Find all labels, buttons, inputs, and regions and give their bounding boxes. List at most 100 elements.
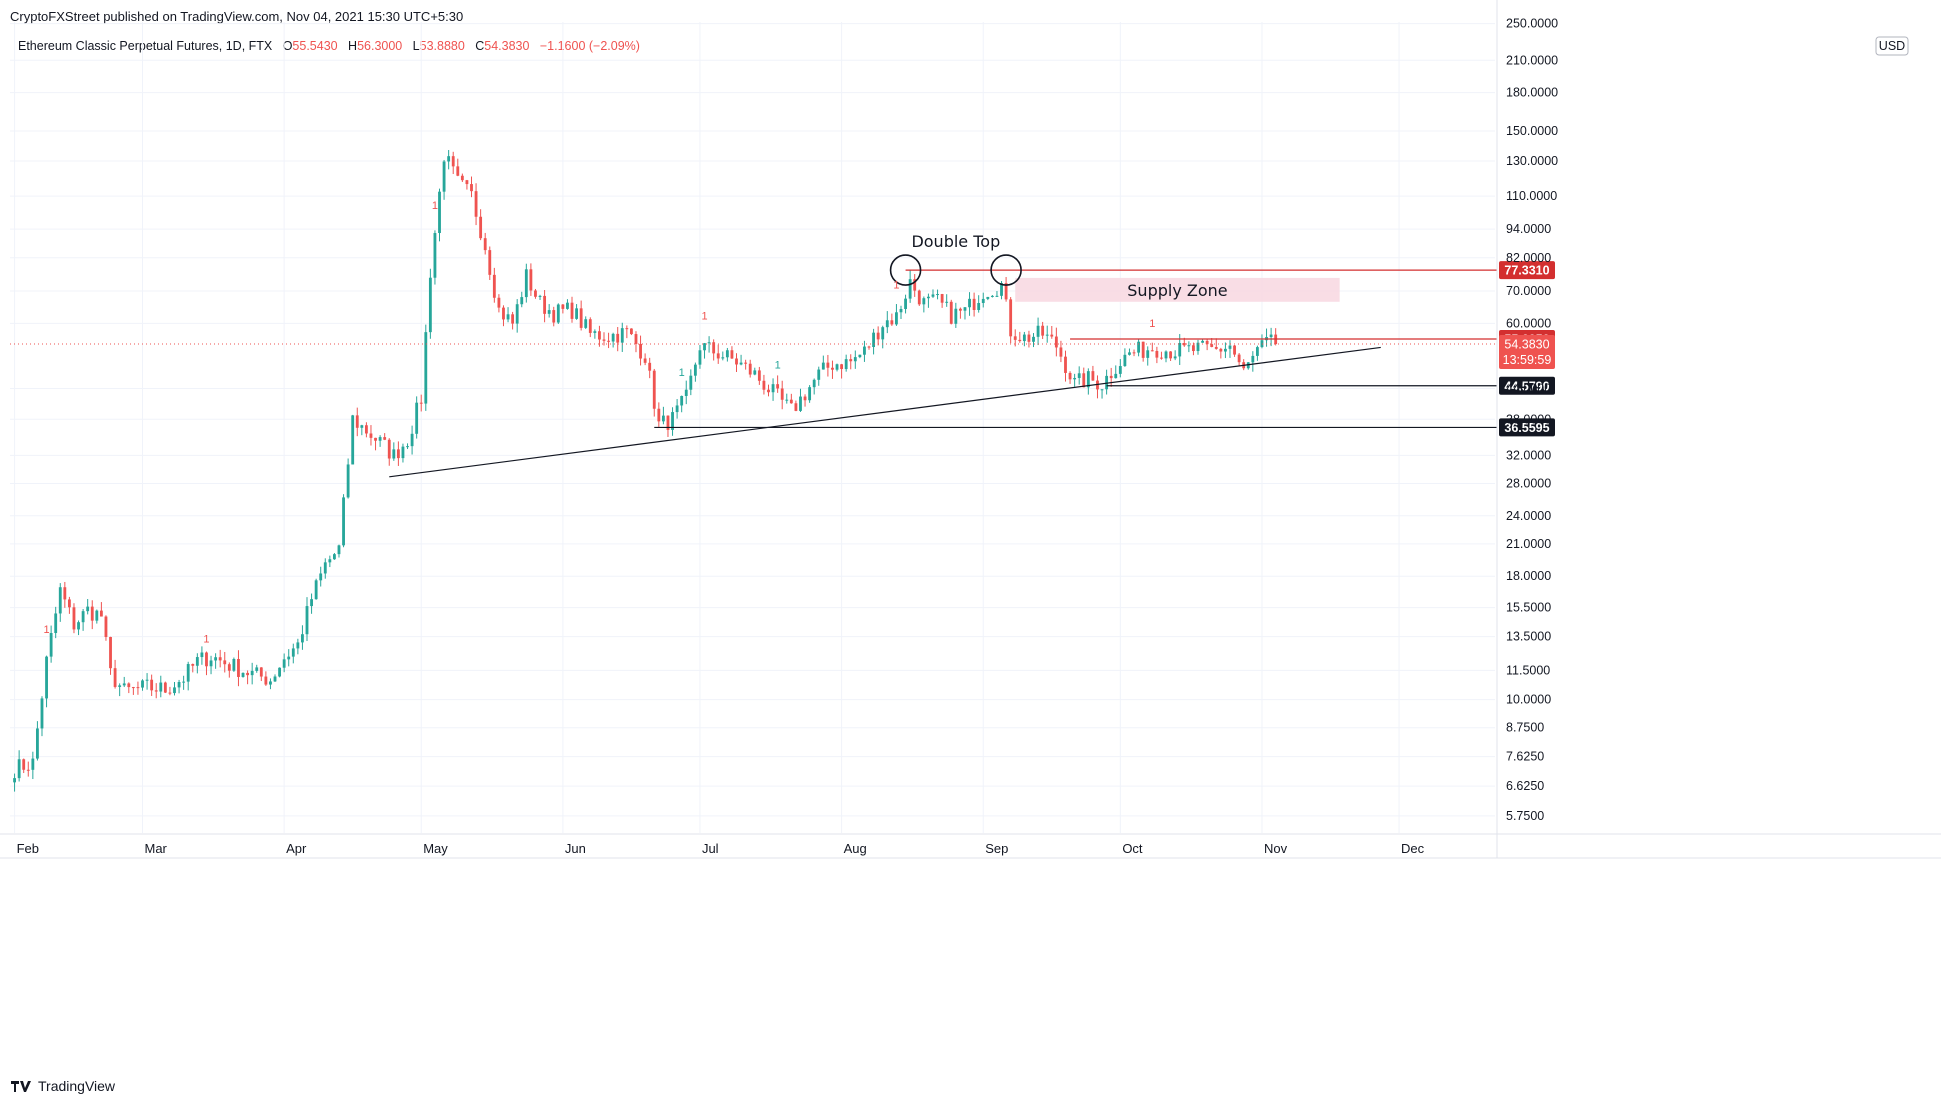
candle-body: [506, 314, 510, 320]
candle-body: [141, 680, 144, 688]
candle-body: [1013, 336, 1017, 340]
double-top-circle: [889, 254, 922, 286]
candle-body: [415, 402, 419, 434]
candle-body: [1054, 336, 1058, 348]
candle-body: [990, 295, 994, 297]
candle-body: [1114, 373, 1118, 379]
candle-body: [1160, 357, 1163, 359]
candle-body: [1100, 389, 1104, 391]
candle-body: [406, 446, 409, 448]
y-tick-label: 130.0000: [1506, 154, 1558, 168]
candle-body: [607, 340, 610, 342]
close-label: C: [475, 39, 485, 53]
candle-body: [716, 353, 720, 359]
candle-body: [890, 320, 894, 325]
candle-body: [707, 342, 711, 344]
candle-body: [543, 295, 547, 314]
x-tick-label: Feb: [17, 841, 39, 856]
close-value: 54.3830: [484, 39, 530, 53]
candle-body: [835, 364, 839, 370]
candle-body: [1045, 334, 1049, 336]
candle-body: [1018, 339, 1022, 342]
candle-body: [1150, 350, 1154, 352]
candle-body: [77, 622, 80, 630]
candle-body: [1059, 347, 1063, 357]
candle-body: [364, 425, 368, 434]
symbol-name[interactable]: Ethereum Classic Perpetual Futures, 1D, …: [18, 39, 273, 53]
candle-body: [424, 332, 428, 404]
candle-body: [301, 634, 304, 643]
candle-body: [186, 664, 190, 682]
y-tick-label: 32.0000: [1506, 448, 1551, 462]
candle-body: [90, 606, 94, 621]
high-label: H: [348, 39, 358, 53]
candle-body: [433, 233, 437, 278]
candle-body: [1132, 352, 1136, 354]
candle-body: [346, 464, 350, 498]
candle-body: [127, 683, 131, 688]
candle-body: [620, 328, 624, 343]
candle-body: [561, 304, 565, 309]
candle-body: [780, 388, 784, 400]
candle-body: [579, 308, 583, 328]
candle-body: [177, 682, 181, 688]
candle-body: [95, 610, 99, 621]
candle-body: [1105, 375, 1109, 390]
candle-body: [291, 648, 295, 657]
candle-body: [1009, 299, 1013, 337]
price-level-label: 77.3310: [1504, 264, 1549, 278]
candle-body: [529, 269, 533, 291]
candle-body: [639, 343, 642, 359]
candle-body: [680, 395, 684, 406]
candle-body: [173, 687, 176, 694]
low-value: 53.8880: [419, 39, 465, 53]
candle-body: [319, 573, 323, 581]
candle-body: [387, 439, 391, 459]
candle-body: [282, 659, 286, 668]
candle-body: [1141, 341, 1145, 358]
price-level-label-bg: [1499, 376, 1555, 395]
candle-body: [739, 362, 743, 365]
x-tick-label: May: [423, 841, 448, 856]
sequential-mark: 1: [893, 279, 899, 291]
candle-body: [269, 681, 272, 685]
price-level-label: 44.5790: [1504, 379, 1549, 393]
candle-body: [1210, 344, 1214, 347]
candle-body: [1169, 351, 1173, 359]
candle-body: [1178, 343, 1182, 357]
candle-body: [86, 606, 90, 612]
candle-body: [858, 354, 862, 358]
x-tick-label: Mar: [145, 841, 168, 856]
candle-body: [689, 375, 693, 390]
candle-body: [474, 191, 478, 217]
candle-body: [205, 652, 208, 667]
candle-body: [332, 554, 336, 560]
supply-zone-label: Supply Zone: [1127, 281, 1227, 300]
sequential-mark: 1: [701, 310, 707, 322]
candle-body: [470, 184, 473, 192]
double-top-label: Double Top: [911, 232, 1000, 251]
candle-body: [671, 412, 674, 430]
candle-body: [812, 379, 816, 388]
candle-body: [45, 656, 48, 699]
candle-body: [342, 497, 345, 546]
candle-body: [566, 302, 569, 309]
candle-body: [547, 310, 551, 314]
candle-body: [31, 758, 35, 770]
candle-body: [922, 298, 926, 305]
y-tick-label: 110.0000: [1506, 189, 1557, 203]
candle-body: [803, 396, 807, 401]
candle-body: [497, 297, 501, 308]
candle-body: [63, 587, 67, 600]
candle-body: [305, 606, 309, 635]
tradingview-logo[interactable]: TradingView: [10, 1078, 115, 1094]
candle-body: [968, 298, 971, 308]
candle-body: [789, 399, 793, 404]
candle-body: [1260, 340, 1264, 348]
candle-body: [383, 437, 387, 440]
candle-body: [17, 759, 21, 779]
candle-body: [355, 415, 359, 428]
candle-body: [515, 304, 519, 324]
candle-body: [442, 161, 446, 192]
